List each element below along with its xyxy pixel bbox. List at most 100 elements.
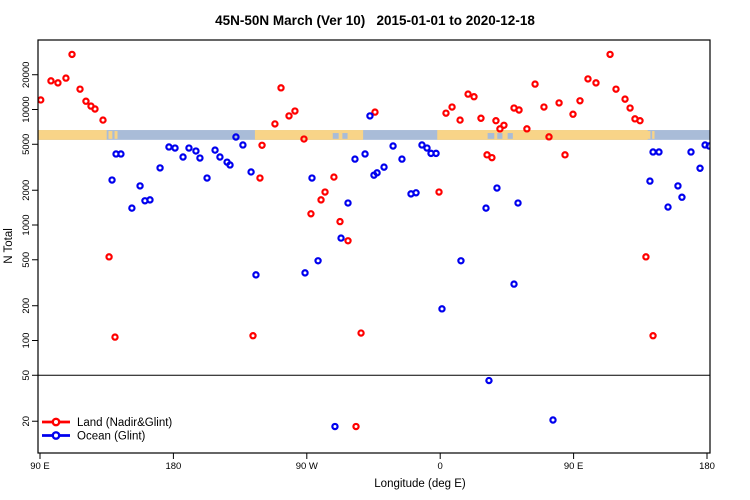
data-point-land bbox=[576, 97, 584, 105]
land-series bbox=[38, 50, 657, 431]
data-point-land bbox=[636, 116, 644, 125]
data-point-ocean bbox=[457, 257, 465, 265]
data-point-land bbox=[91, 105, 99, 113]
x-tick-label: 0 bbox=[438, 461, 443, 472]
y-tick-label: 1000 bbox=[21, 214, 32, 235]
data-point-ocean bbox=[108, 176, 116, 184]
data-point-land bbox=[68, 50, 76, 59]
data-point-ocean bbox=[438, 305, 446, 313]
data-point-ocean bbox=[128, 204, 136, 212]
map-band-lake bbox=[332, 133, 339, 139]
y-axis-label: N Total bbox=[3, 228, 15, 264]
data-point-land bbox=[321, 188, 329, 196]
data-point-land bbox=[54, 79, 62, 87]
data-point-ocean bbox=[337, 234, 345, 242]
legend-label: Ocean (Glint) bbox=[77, 431, 146, 443]
data-point-ocean bbox=[344, 199, 352, 207]
data-point-ocean bbox=[308, 174, 316, 182]
data-point-ocean bbox=[510, 280, 518, 288]
data-point-land bbox=[612, 85, 620, 93]
y-tick-label: 5000 bbox=[21, 134, 32, 155]
data-point-ocean bbox=[171, 144, 179, 152]
legend-label: Land (Nadir&Glint) bbox=[77, 417, 172, 429]
data-point-land bbox=[330, 173, 338, 181]
data-point-ocean bbox=[117, 150, 125, 158]
data-point-ocean bbox=[549, 416, 557, 424]
data-point-ocean bbox=[493, 184, 501, 192]
map-band-land bbox=[254, 130, 364, 140]
x-axis-label: Longitude (deg E) bbox=[374, 478, 466, 490]
data-point-land bbox=[38, 96, 45, 104]
data-point-land bbox=[515, 106, 523, 114]
y-tick-label: 500 bbox=[21, 252, 32, 268]
data-point-land bbox=[569, 110, 577, 118]
map-band-lake bbox=[497, 133, 503, 139]
data-point-land bbox=[626, 104, 634, 112]
data-point-ocean bbox=[252, 271, 260, 279]
data-point-ocean bbox=[514, 199, 522, 207]
y-tick-label: 50 bbox=[21, 370, 32, 381]
x-tick-label: 90 E bbox=[30, 461, 50, 472]
x-tick-label: 180 bbox=[699, 461, 715, 472]
chart-title: 45N-50N March (Ver 10) 2015-01-01 to 202… bbox=[215, 13, 535, 28]
data-point-ocean bbox=[146, 196, 154, 204]
data-point-ocean bbox=[366, 112, 374, 120]
data-point-land bbox=[477, 114, 485, 122]
data-point-ocean bbox=[485, 376, 493, 385]
data-point-ocean bbox=[696, 164, 704, 172]
data-point-ocean bbox=[301, 269, 309, 277]
data-point-ocean bbox=[185, 144, 193, 152]
data-point-ocean bbox=[351, 155, 359, 163]
data-point-land bbox=[561, 151, 569, 159]
data-point-land bbox=[111, 333, 119, 341]
x-tick-label: 90 W bbox=[296, 461, 318, 472]
map-band-island bbox=[647, 131, 651, 139]
data-point-land bbox=[448, 103, 456, 111]
y-tick-label: 20 bbox=[21, 416, 32, 427]
data-point-ocean bbox=[649, 148, 657, 156]
data-point-land bbox=[82, 97, 90, 105]
data-point-land bbox=[464, 90, 472, 98]
data-point-land bbox=[642, 253, 650, 261]
data-point-ocean bbox=[655, 148, 663, 156]
data-point-ocean bbox=[226, 161, 234, 169]
data-point-ocean bbox=[179, 153, 187, 161]
map-band-lake bbox=[342, 133, 348, 139]
data-point-ocean bbox=[412, 189, 420, 197]
data-point-land bbox=[496, 125, 504, 133]
data-point-ocean bbox=[423, 144, 431, 152]
map-band-lake bbox=[487, 133, 495, 139]
data-point-land bbox=[435, 188, 443, 196]
data-point-land bbox=[540, 103, 548, 111]
data-point-land bbox=[317, 196, 325, 204]
data-point-ocean bbox=[331, 422, 339, 431]
data-point-land bbox=[545, 133, 553, 141]
data-point-land bbox=[470, 93, 478, 101]
legend-marker bbox=[51, 431, 61, 440]
map-band-lake bbox=[507, 133, 513, 139]
map-band-land bbox=[38, 130, 107, 140]
data-point-land bbox=[592, 79, 600, 87]
map-band-island bbox=[108, 131, 113, 139]
data-point-ocean bbox=[373, 169, 381, 177]
data-point-ocean bbox=[664, 203, 672, 211]
data-point-land bbox=[371, 108, 379, 116]
data-point-ocean bbox=[380, 163, 388, 171]
y-tick-label: 100 bbox=[21, 333, 32, 349]
data-point-ocean bbox=[216, 153, 224, 161]
data-point-ocean bbox=[211, 146, 219, 154]
data-point-land bbox=[249, 332, 257, 340]
data-point-land bbox=[357, 329, 365, 337]
legend-marker bbox=[51, 417, 61, 427]
data-point-land bbox=[649, 332, 657, 340]
data-point-ocean bbox=[314, 257, 322, 265]
data-point-land bbox=[47, 77, 55, 85]
data-point-land bbox=[271, 120, 279, 128]
plot-border bbox=[37, 39, 711, 454]
map-band-island bbox=[652, 131, 655, 139]
data-point-land bbox=[488, 153, 496, 162]
data-point-ocean bbox=[432, 149, 440, 158]
data-point-land bbox=[500, 121, 508, 129]
y-tick-label: 200 bbox=[21, 298, 32, 314]
data-point-ocean bbox=[203, 174, 211, 182]
